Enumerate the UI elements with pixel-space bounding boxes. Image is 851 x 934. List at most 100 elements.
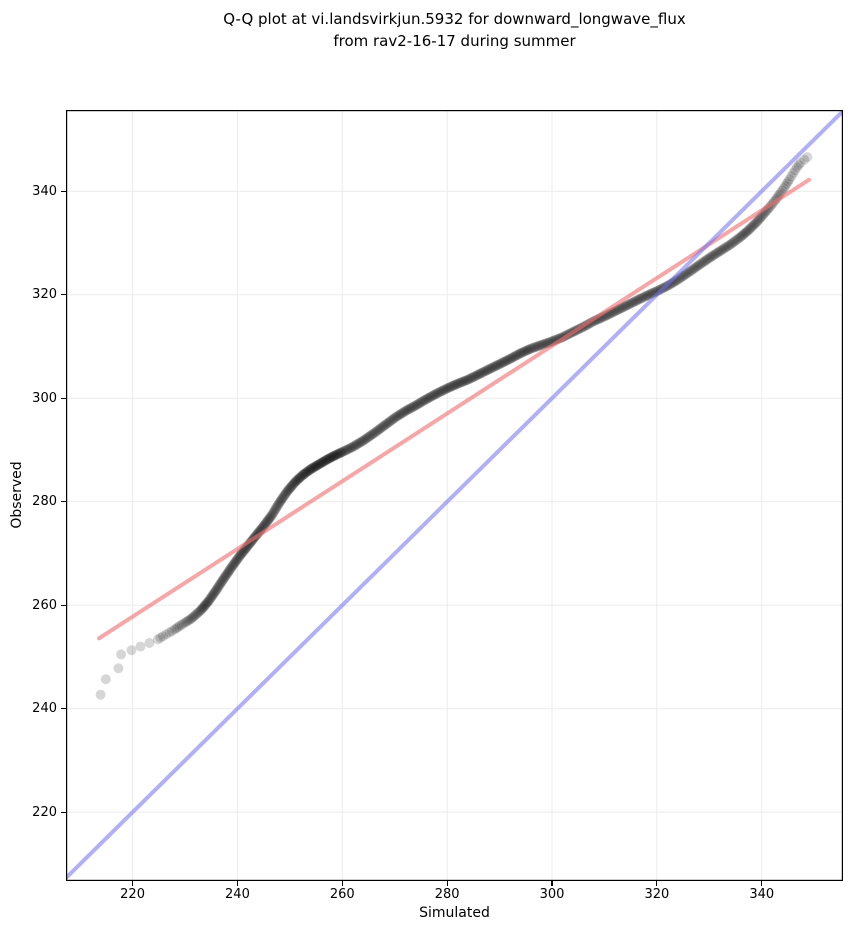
qq-point <box>236 548 247 559</box>
qq-point <box>268 508 279 519</box>
qq-point <box>267 509 278 520</box>
qq-point <box>638 292 649 303</box>
qq-point <box>194 606 205 617</box>
qq-point <box>682 268 692 279</box>
qq-point <box>613 304 624 315</box>
qq-point <box>210 585 221 596</box>
qq-point <box>215 578 226 589</box>
qq-point <box>709 249 720 260</box>
qq-point <box>791 162 802 173</box>
qq-point <box>625 298 636 309</box>
qq-point <box>411 399 422 410</box>
qq-point <box>717 244 728 255</box>
qq-point <box>228 559 239 570</box>
qq-point <box>498 357 509 368</box>
qq-point <box>224 564 235 575</box>
qq-point <box>449 380 460 391</box>
qq-point <box>289 478 300 488</box>
qq-point <box>703 253 713 264</box>
qq-point <box>312 459 323 470</box>
qq-point <box>452 378 463 389</box>
qq-point <box>305 464 316 475</box>
qq-point <box>751 217 762 228</box>
qq-point <box>180 617 191 628</box>
qq-point <box>338 446 349 457</box>
qq-point <box>416 397 427 407</box>
qq-point <box>330 450 341 461</box>
y-tick-label: 320 <box>32 287 57 303</box>
qq-point <box>281 487 292 498</box>
qq-point <box>422 393 433 404</box>
qq-point <box>683 267 694 278</box>
qq-point <box>493 359 504 370</box>
qq-point <box>492 360 503 371</box>
qq-point <box>396 408 407 419</box>
qq-point <box>276 495 286 506</box>
qq-point <box>372 425 383 436</box>
qq-point <box>445 381 456 392</box>
qq-point <box>692 261 703 272</box>
qq-point <box>294 472 305 483</box>
qq-point <box>299 468 310 479</box>
qq-point <box>494 359 505 370</box>
qq-point <box>178 618 189 629</box>
qq-point <box>259 520 270 530</box>
qq-point <box>684 266 695 277</box>
qq-point <box>713 247 724 258</box>
qq-point <box>496 357 507 368</box>
qq-point <box>169 624 180 635</box>
qq-point <box>366 430 377 440</box>
qq-point <box>386 415 397 426</box>
qq-point <box>688 263 699 274</box>
qq-point <box>351 439 362 450</box>
qq-point <box>515 348 526 359</box>
qq-point <box>701 254 712 265</box>
qq-point <box>272 501 282 512</box>
qq-point <box>144 638 155 648</box>
x-axis-label: Simulated <box>419 905 490 921</box>
qq-point <box>616 303 627 314</box>
qq-point <box>232 553 243 564</box>
qq-point <box>741 227 752 237</box>
y-tick-label: 220 <box>32 804 57 820</box>
qq-point <box>353 438 364 449</box>
qq-point <box>624 299 635 310</box>
qq-point <box>696 258 707 269</box>
qq-point <box>262 515 273 526</box>
qq-point <box>213 582 223 593</box>
qq-point <box>408 401 419 412</box>
qq-point <box>316 457 327 468</box>
qq-point <box>393 410 404 421</box>
qq-point <box>302 466 313 477</box>
qq-point <box>727 237 738 248</box>
qq-point <box>298 469 309 480</box>
qq-point <box>428 390 439 401</box>
qq-point <box>212 583 223 594</box>
qq-point <box>633 294 644 305</box>
y-tick-mark <box>61 708 66 710</box>
qq-point <box>306 463 317 474</box>
qq-point <box>735 231 746 242</box>
qq-point <box>206 592 216 603</box>
qq-point <box>202 597 213 607</box>
qq-point <box>620 301 631 312</box>
qq-point <box>517 347 528 358</box>
qq-point <box>450 379 461 390</box>
qq-point <box>323 453 334 464</box>
qq-point <box>264 513 275 524</box>
qq-point <box>294 473 304 484</box>
qq-point <box>266 510 277 521</box>
qq-point <box>516 347 527 358</box>
qq-point <box>472 370 483 380</box>
qq-point <box>451 379 462 390</box>
qq-point <box>427 391 437 402</box>
qq-point <box>292 474 303 485</box>
qq-point <box>481 365 492 376</box>
qq-point <box>389 412 400 423</box>
qq-point <box>524 344 535 355</box>
qq-point <box>273 499 284 509</box>
qq-point <box>345 443 356 453</box>
qq-point <box>226 562 237 573</box>
qq-point <box>634 294 645 304</box>
y-tick-label: 280 <box>32 494 57 510</box>
